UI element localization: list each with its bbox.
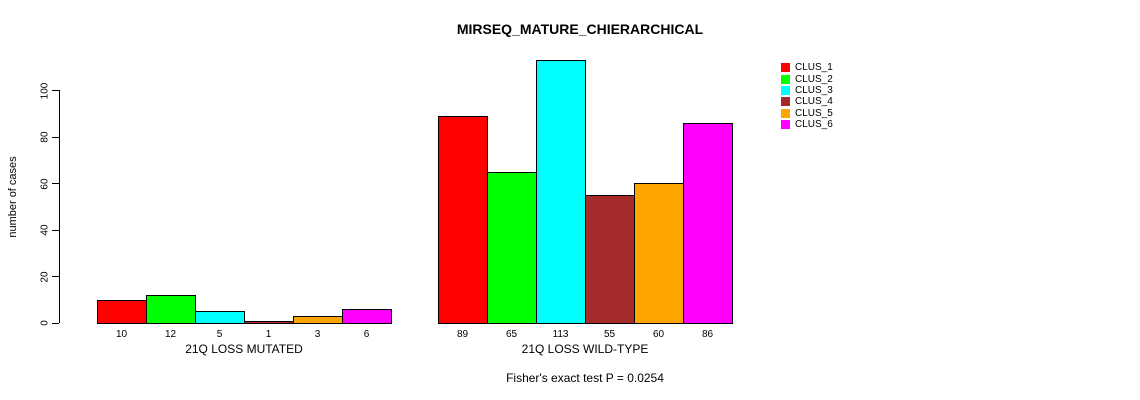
bar-value-label: 113 [552, 329, 569, 340]
legend-label: CLUS_1 [795, 62, 833, 74]
bar-value-label: 55 [603, 329, 616, 340]
legend-swatch-icon [781, 97, 790, 107]
bar-clus_4-group1 [244, 321, 294, 324]
bar-value-label: 6 [363, 329, 370, 340]
y-axis-tick-label: 20 [39, 270, 51, 283]
legend-label: CLUS_4 [795, 96, 833, 108]
legend-swatch-icon [781, 63, 790, 73]
legend-item-clus_6: CLUS_6 [781, 119, 833, 130]
y-axis-tick [52, 276, 59, 277]
y-axis-tick-label: 60 [39, 177, 51, 190]
legend-label: CLUS_3 [795, 84, 833, 96]
y-axis-label: number of cases [7, 156, 19, 238]
bar-value-label: 89 [456, 329, 469, 340]
bar-clus_1-group2 [438, 116, 488, 324]
y-axis-line [59, 90, 60, 323]
bar-clus_3-group1 [195, 311, 245, 324]
bar-clus_2-group2 [487, 172, 537, 324]
legend-swatch-icon [781, 120, 790, 130]
bar-value-label: 10 [115, 329, 128, 340]
bar-clus_4-group2 [585, 195, 635, 324]
legend-label: CLUS_5 [795, 107, 833, 119]
y-axis-tick [52, 229, 59, 231]
bar-clus_5-group2 [634, 183, 684, 324]
y-axis-tick-label: 100 [39, 82, 51, 99]
legend-swatch-icon [781, 108, 790, 118]
legend-item-clus_1: CLUS_1 [781, 62, 833, 73]
y-axis-tick [52, 136, 59, 138]
legend-item-clus_5: CLUS_5 [781, 108, 833, 119]
legend-label: CLUS_2 [795, 73, 833, 85]
bar-value-label: 1 [265, 329, 272, 340]
footnote-text: Fisher's exact test P = 0.0254 [506, 371, 664, 385]
legend: CLUS_1 CLUS_2 CLUS_3 CLUS_4 CLUS_5 CLUS_6 [781, 62, 833, 130]
bar-value-label: 60 [652, 329, 665, 340]
group-axis-label: 21Q LOSS WILD-TYPE [521, 342, 649, 356]
bar-value-label: 12 [164, 329, 177, 340]
bar-clus_5-group1 [293, 316, 343, 324]
bar-clus_1-group1 [97, 300, 147, 324]
legend-swatch-icon [781, 74, 790, 84]
legend-label: CLUS_6 [795, 119, 833, 131]
bar-value-label: 65 [505, 329, 518, 340]
y-axis-tick [52, 183, 59, 184]
bar-value-label: 86 [701, 329, 714, 340]
legend-item-clus_4: CLUS_4 [781, 96, 833, 107]
bar-clus_2-group1 [146, 295, 196, 324]
y-axis-tick-label: 40 [39, 224, 51, 236]
legend-item-clus_2: CLUS_2 [781, 73, 833, 85]
bar-value-label: 5 [216, 329, 223, 340]
bar-value-label: 3 [314, 329, 321, 340]
y-axis-tick [52, 90, 59, 91]
y-axis-tick-label: 80 [39, 131, 51, 143]
chart-title: MIRSEQ_MATURE_CHIERARCHICAL [456, 21, 704, 37]
y-axis-tick [52, 322, 59, 324]
group-axis-label: 21Q LOSS MUTATED [185, 342, 303, 356]
bar-clus_6-group1 [342, 309, 392, 324]
legend-swatch-icon [781, 85, 790, 95]
bar-clus_3-group2 [536, 60, 586, 324]
bar-clus_6-group2 [683, 123, 733, 324]
y-axis-tick-label: 0 [39, 320, 51, 326]
legend-item-clus_3: CLUS_3 [781, 85, 833, 96]
